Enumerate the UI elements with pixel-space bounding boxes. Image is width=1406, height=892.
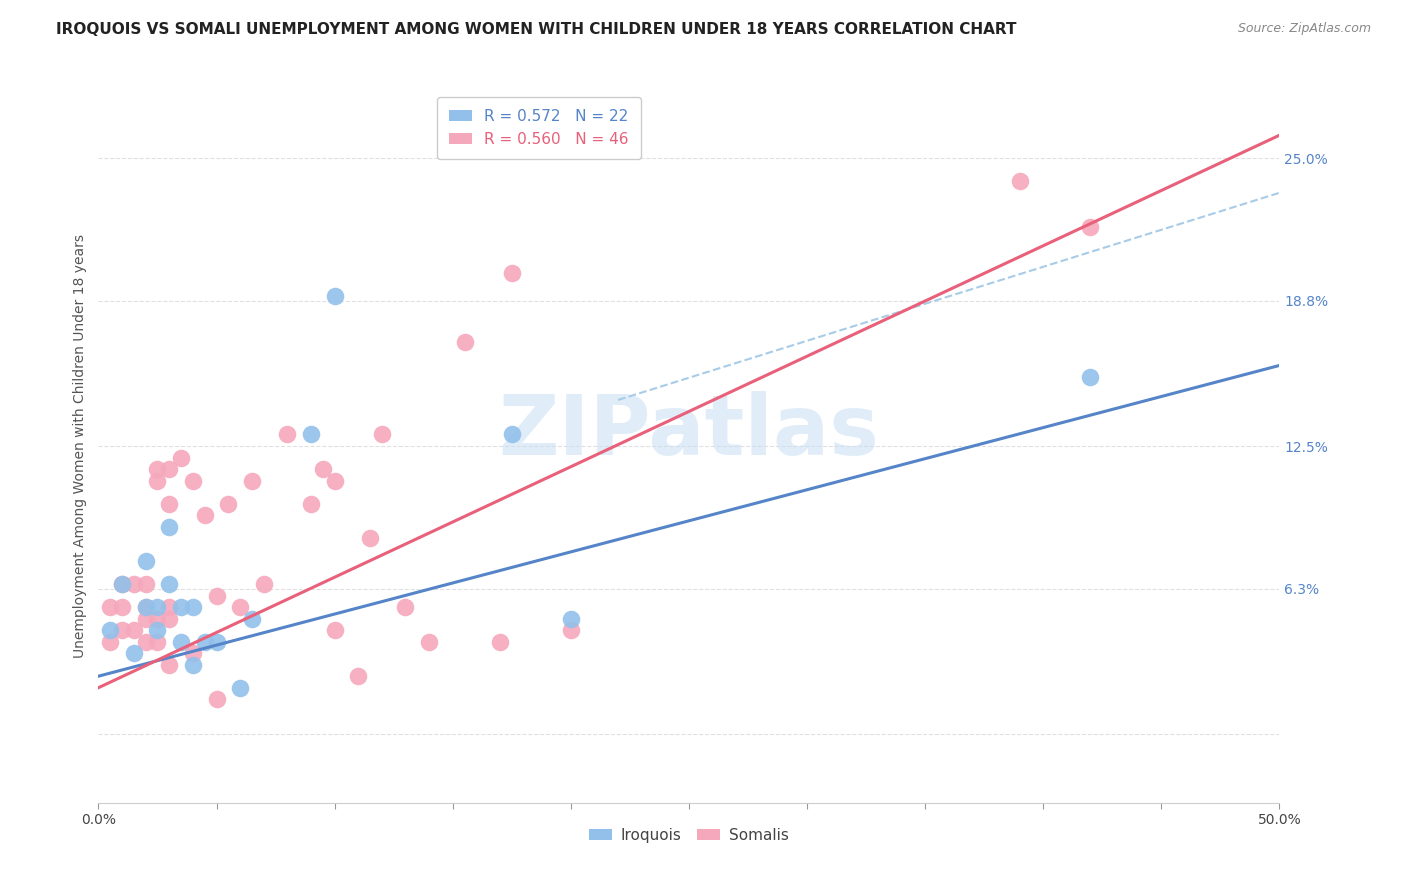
Text: Source: ZipAtlas.com: Source: ZipAtlas.com	[1237, 22, 1371, 36]
Point	[157, 612, 180, 626]
Point	[205, 634, 228, 648]
Point	[135, 634, 157, 648]
Point	[157, 462, 180, 476]
Point	[205, 692, 228, 706]
Point	[170, 450, 193, 465]
Point	[146, 612, 169, 626]
Point	[194, 508, 217, 522]
Point	[157, 657, 180, 672]
Point	[501, 427, 523, 442]
Point	[157, 497, 180, 511]
Point	[98, 634, 121, 648]
Point	[122, 623, 145, 637]
Point	[98, 623, 121, 637]
Point	[323, 289, 346, 303]
Point	[312, 462, 335, 476]
Point	[501, 266, 523, 280]
Point	[217, 497, 239, 511]
Point	[1008, 174, 1031, 188]
Point	[323, 474, 346, 488]
Point	[135, 600, 157, 615]
Point	[98, 600, 121, 615]
Point	[181, 646, 204, 660]
Point	[489, 634, 512, 648]
Point	[1080, 220, 1102, 235]
Point	[299, 497, 322, 511]
Point	[157, 577, 180, 591]
Point	[276, 427, 298, 442]
Point	[560, 612, 582, 626]
Y-axis label: Unemployment Among Women with Children Under 18 years: Unemployment Among Women with Children U…	[73, 234, 87, 658]
Point	[323, 623, 346, 637]
Point	[253, 577, 276, 591]
Point	[157, 519, 180, 533]
Point	[111, 600, 134, 615]
Point	[359, 531, 381, 545]
Point	[394, 600, 416, 615]
Point	[146, 462, 169, 476]
Point	[111, 623, 134, 637]
Point	[135, 554, 157, 568]
Point	[170, 634, 193, 648]
Point	[146, 623, 169, 637]
Point	[135, 577, 157, 591]
Text: ZIPatlas: ZIPatlas	[499, 392, 879, 472]
Point	[194, 634, 217, 648]
Point	[111, 577, 134, 591]
Point	[229, 600, 252, 615]
Point	[181, 474, 204, 488]
Point	[418, 634, 440, 648]
Point	[122, 646, 145, 660]
Point	[146, 634, 169, 648]
Point	[181, 657, 204, 672]
Point	[240, 474, 263, 488]
Point	[205, 589, 228, 603]
Point	[560, 623, 582, 637]
Point	[299, 427, 322, 442]
Point	[229, 681, 252, 695]
Point	[371, 427, 394, 442]
Point	[170, 600, 193, 615]
Point	[347, 669, 370, 683]
Point	[122, 577, 145, 591]
Point	[135, 612, 157, 626]
Point	[111, 577, 134, 591]
Point	[453, 335, 475, 350]
Point	[146, 474, 169, 488]
Point	[1080, 370, 1102, 384]
Point	[181, 600, 204, 615]
Legend: Iroquois, Somalis: Iroquois, Somalis	[582, 822, 796, 848]
Point	[240, 612, 263, 626]
Point	[135, 600, 157, 615]
Text: IROQUOIS VS SOMALI UNEMPLOYMENT AMONG WOMEN WITH CHILDREN UNDER 18 YEARS CORRELA: IROQUOIS VS SOMALI UNEMPLOYMENT AMONG WO…	[56, 22, 1017, 37]
Point	[146, 600, 169, 615]
Point	[157, 600, 180, 615]
